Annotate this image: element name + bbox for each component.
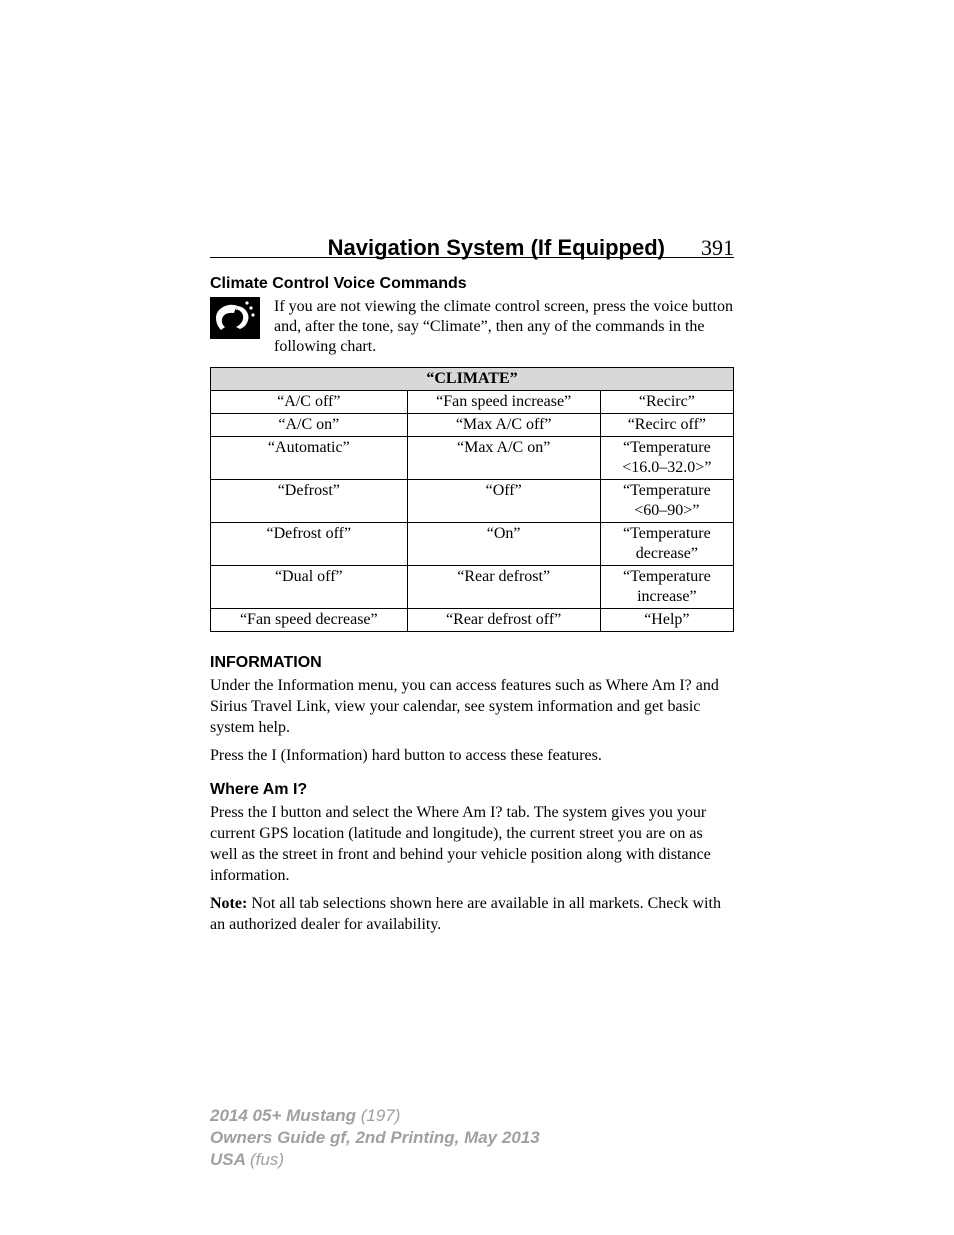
heading-where-am-i: Where Am I? — [210, 781, 734, 799]
table-cell: “A/C on” — [211, 414, 408, 437]
climate-commands-table: “CLIMATE” “A/C off” “Fan speed increase”… — [210, 367, 734, 632]
table-body: “A/C off” “Fan speed increase” “Recirc” … — [211, 391, 734, 632]
where-am-i-paragraph: Press the I button and select the Where … — [210, 803, 734, 886]
footer-model: 2014 05+ Mustang — [210, 1106, 361, 1125]
table-cell: “Max A/C on” — [407, 437, 600, 480]
page-footer: 2014 05+ Mustang (197) Owners Guide gf, … — [210, 1105, 540, 1171]
note-label: Note: — [210, 895, 247, 912]
table-cell: “Rear defrost off” — [407, 609, 600, 632]
note-paragraph: Note: Not all tab selections shown here … — [210, 894, 734, 936]
table-cell: “On” — [407, 523, 600, 566]
heading-information: INFORMATION — [210, 654, 734, 672]
table-cell: “Temperaturedecrease” — [600, 523, 733, 566]
table-cell: “Defrost off” — [211, 523, 408, 566]
heading-climate-voice: Climate Control Voice Commands — [210, 275, 734, 293]
table-row: “Defrost off” “On” “Temperaturedecrease” — [211, 523, 734, 566]
footer-line-1: 2014 05+ Mustang (197) — [210, 1105, 540, 1127]
footer-region: USA — [210, 1150, 250, 1169]
table-row: “Fan speed decrease” “Rear defrost off” … — [211, 609, 734, 632]
header-rule — [210, 257, 734, 258]
table-cell: “Recirc off” — [600, 414, 733, 437]
information-paragraph-1: Under the Information menu, you can acce… — [210, 676, 734, 738]
table-cell: “Dual off” — [211, 566, 408, 609]
table-cell: “Automatic” — [211, 437, 408, 480]
table-cell: “A/C off” — [211, 391, 408, 414]
table-row: “Defrost” “Off” “Temperature<60–90>” — [211, 480, 734, 523]
voice-command-icon — [210, 297, 260, 339]
table-cell: “Help” — [600, 609, 733, 632]
table-cell: “Temperature<60–90>” — [600, 480, 733, 523]
table-cell: “Defrost” — [211, 480, 408, 523]
manual-page: Navigation System (If Equipped) 391 Clim… — [0, 0, 954, 1235]
footer-line-3: USA (fus) — [210, 1149, 540, 1171]
table-row: “A/C on” “Max A/C off” “Recirc off” — [211, 414, 734, 437]
table-cell: “Fan speed increase” — [407, 391, 600, 414]
footer-region-code: (fus) — [250, 1150, 284, 1169]
table-cell: “Temperature<16.0–32.0>” — [600, 437, 733, 480]
table-row: “Automatic” “Max A/C on” “Temperature<16… — [211, 437, 734, 480]
table-cell: “Rear defrost” — [407, 566, 600, 609]
table-cell: “Temperatureincrease” — [600, 566, 733, 609]
intro-block: If you are not viewing the climate contr… — [210, 297, 734, 357]
table-row: “Dual off” “Rear defrost” “Temperaturein… — [211, 566, 734, 609]
footer-line-2: Owners Guide gf, 2nd Printing, May 2013 — [210, 1127, 540, 1149]
footer-code: (197) — [361, 1106, 401, 1125]
table-cell: “Max A/C off” — [407, 414, 600, 437]
table-header: “CLIMATE” — [211, 368, 734, 391]
information-paragraph-2: Press the I (Information) hard button to… — [210, 746, 734, 767]
table-cell: “Recirc” — [600, 391, 733, 414]
note-body: Not all tab selections shown here are av… — [210, 895, 721, 933]
table-row: “A/C off” “Fan speed increase” “Recirc” — [211, 391, 734, 414]
table-cell: “Off” — [407, 480, 600, 523]
table-cell: “Fan speed decrease” — [211, 609, 408, 632]
intro-paragraph: If you are not viewing the climate contr… — [274, 297, 734, 357]
